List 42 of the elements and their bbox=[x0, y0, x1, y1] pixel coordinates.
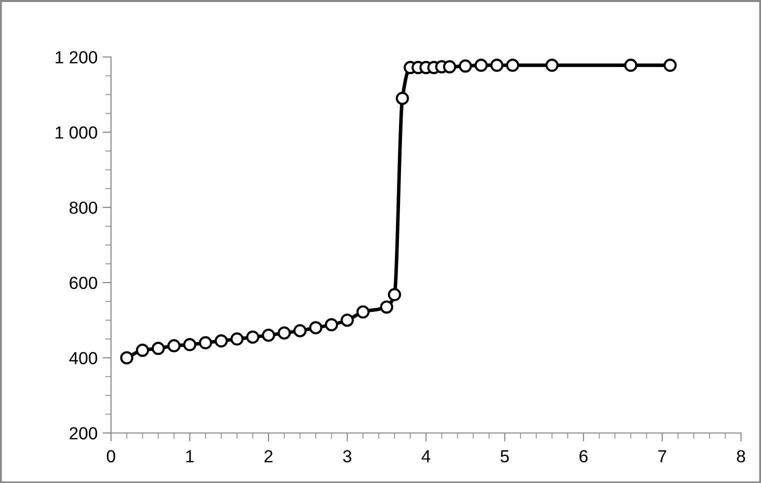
y-tick-label: 200 bbox=[70, 427, 98, 440]
point bbox=[506, 58, 520, 72]
point bbox=[340, 314, 354, 327]
y-tick-label: 1 000 bbox=[56, 126, 98, 139]
point bbox=[380, 300, 394, 314]
x-tick-label: 0 bbox=[106, 450, 116, 462]
x-tick-label: 1 bbox=[186, 450, 194, 462]
point bbox=[198, 336, 212, 350]
x-tick-label: 7 bbox=[658, 450, 666, 462]
point bbox=[356, 305, 370, 319]
x-tick-label: 4 bbox=[422, 450, 430, 462]
point bbox=[136, 344, 150, 357]
x-tick-label: 5 bbox=[500, 450, 509, 462]
point bbox=[545, 58, 559, 72]
point bbox=[624, 58, 638, 72]
point bbox=[458, 59, 472, 73]
y-tick-label: 400 bbox=[69, 352, 98, 364]
x-tick-label: 6 bbox=[580, 450, 588, 462]
point bbox=[324, 318, 338, 332]
point bbox=[262, 328, 276, 342]
y-tick-label: 600 bbox=[70, 276, 98, 290]
x-tick-label: 3 bbox=[343, 450, 352, 462]
point bbox=[278, 326, 291, 340]
point bbox=[246, 330, 260, 344]
x-tick-label: 2 bbox=[264, 450, 272, 462]
point bbox=[396, 92, 409, 105]
point bbox=[293, 324, 307, 338]
point bbox=[474, 58, 488, 72]
point bbox=[167, 339, 181, 352]
point bbox=[183, 338, 196, 352]
y-tick-label: 800 bbox=[70, 202, 98, 214]
point bbox=[152, 342, 165, 355]
point bbox=[388, 288, 402, 302]
point bbox=[309, 321, 322, 334]
point bbox=[490, 58, 504, 72]
y-tick-label: 1 200 bbox=[56, 51, 98, 64]
point bbox=[664, 58, 677, 72]
point bbox=[230, 332, 244, 346]
point bbox=[120, 351, 134, 364]
x-tick-label: 8 bbox=[736, 450, 746, 462]
point bbox=[214, 334, 228, 348]
point bbox=[443, 60, 456, 74]
